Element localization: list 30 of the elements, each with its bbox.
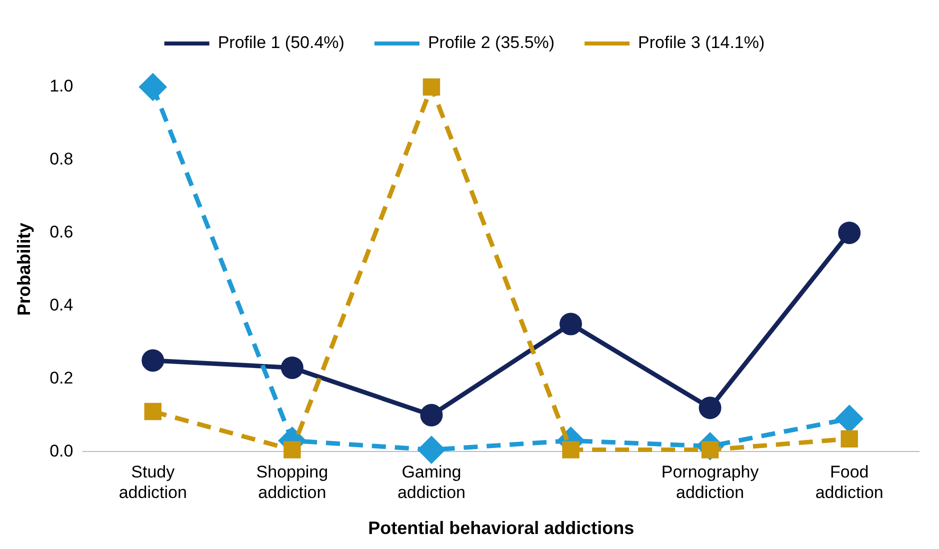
point (836, 406, 863, 432)
point (142, 349, 164, 372)
x-axis-title: Potential behavioral addictions (368, 518, 634, 538)
legend-label: Profile 1 (50.4%) (218, 33, 344, 52)
point (140, 74, 166, 100)
x-tick-label: Gaming addiction (397, 462, 466, 502)
point (562, 441, 580, 458)
y-axis-title: Probability (14, 222, 34, 316)
y-tick-label: 0.8 (50, 150, 74, 169)
point (284, 441, 301, 458)
point (698, 396, 722, 420)
point (420, 404, 443, 426)
x-tick-label: Food addiction (815, 462, 884, 502)
y-tick-label: 0.4 (50, 295, 74, 314)
point (838, 222, 861, 244)
point (560, 312, 582, 336)
x-tick-label: Shopping addiction (256, 462, 328, 502)
point (144, 402, 162, 420)
y-tick-label: 0.6 (50, 222, 74, 242)
x-tick-label: Pornography addiction (661, 462, 760, 502)
point (422, 78, 440, 96)
legend-label: Profile 3 (14.1%) (638, 33, 765, 52)
point (280, 356, 304, 379)
x-tick-label: Study addiction (118, 462, 187, 502)
y-tick-label: 0.2 (50, 368, 74, 388)
y-tick-label: 0.0 (50, 441, 74, 460)
legend-label: Profile 2 (35.5%) (428, 33, 555, 52)
point (418, 436, 445, 464)
y-tick-label: 1.0 (50, 76, 74, 96)
point (840, 430, 858, 448)
